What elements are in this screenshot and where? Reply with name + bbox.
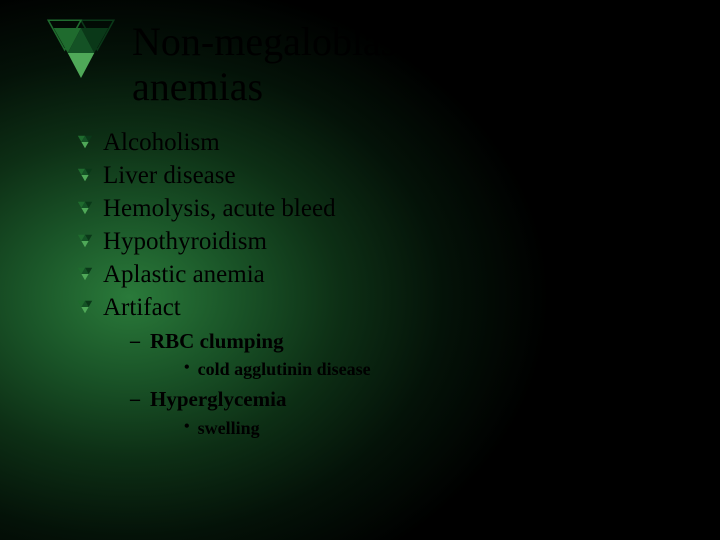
list-item: Liver disease — [76, 161, 680, 191]
list-item: Alcoholism — [76, 128, 680, 158]
sub-list-item: – Hyperglycemia — [130, 386, 680, 413]
list-item-text: Hemolysis, acute bleed — [103, 194, 336, 224]
sub-list-item-text: RBC clumping — [150, 328, 284, 355]
triangle-bullet-icon — [76, 133, 94, 151]
sub2-list-item: • cold agglutinin disease — [184, 358, 680, 381]
list-item-text: Artifact — [103, 293, 181, 323]
sub2-list-item-text: swelling — [198, 417, 260, 440]
sub-list-item: – RBC clumping — [130, 328, 680, 355]
triangle-bullet-icon — [76, 199, 94, 217]
dash-bullet-icon: – — [130, 386, 140, 412]
dot-bullet-icon: • — [184, 417, 190, 438]
list-item-text: Liver disease — [103, 161, 236, 191]
slide-title: Non-megaloblastic macrocytic anemias — [132, 20, 680, 110]
list-item-text: Alcoholism — [103, 128, 220, 158]
list-item: Hypothyroidism — [76, 227, 680, 257]
triangle-bullet-icon — [76, 232, 94, 250]
list-item: Artifact — [76, 293, 680, 323]
list-item: Aplastic anemia — [76, 260, 680, 290]
list-item-text: Aplastic anemia — [103, 260, 265, 290]
dash-bullet-icon: – — [130, 328, 140, 354]
sub2-list-item-text: cold agglutinin disease — [198, 358, 371, 381]
sub-list-item-text: Hyperglycemia — [150, 386, 286, 413]
slide: Non-megaloblastic macrocytic anemias Alc… — [0, 0, 720, 540]
list-item: Hemolysis, acute bleed — [76, 194, 680, 224]
list-item-text: Hypothyroidism — [103, 227, 267, 257]
triangle-bullet-icon — [76, 298, 94, 316]
triangle-bullet-icon — [76, 265, 94, 283]
sub2-list-item: • swelling — [184, 417, 680, 440]
triangle-bullet-icon — [76, 166, 94, 184]
dot-bullet-icon: • — [184, 358, 190, 379]
decorative-triangle-icon — [42, 14, 120, 92]
content-area: Alcoholism Liver disease Hemolysis, acut… — [0, 124, 720, 440]
